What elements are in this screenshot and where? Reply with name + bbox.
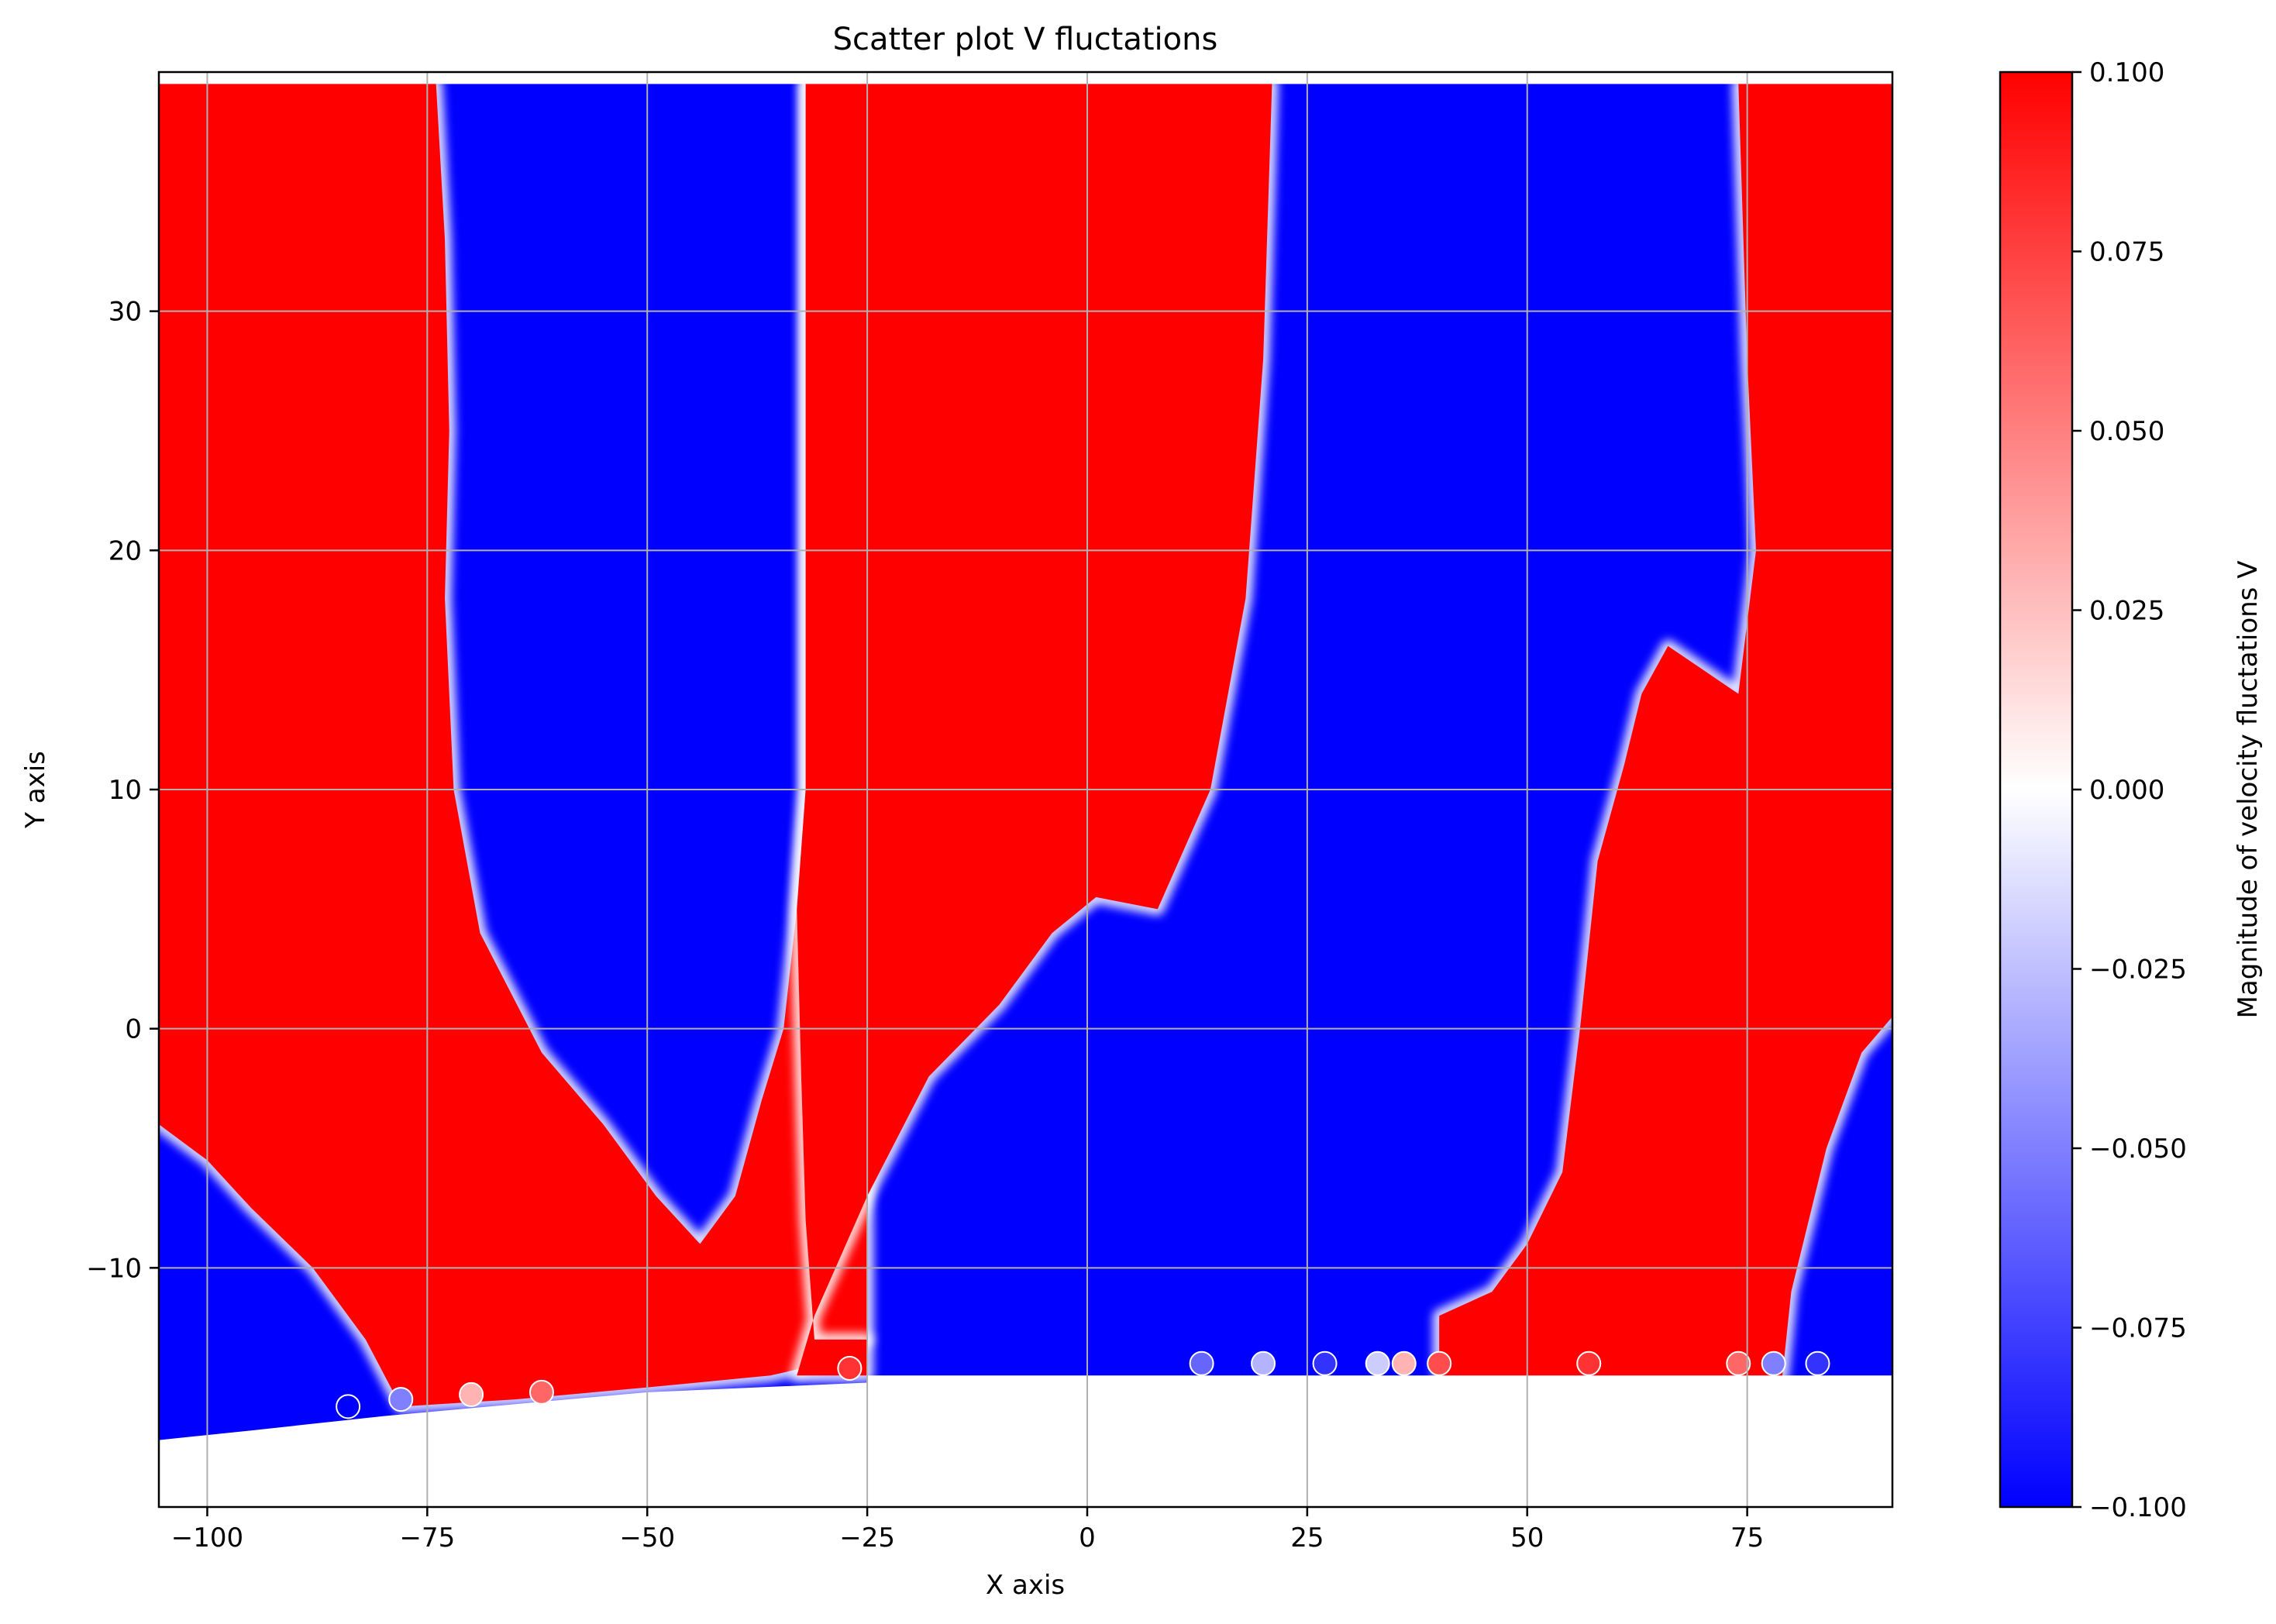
x-tick-label-4: −25	[839, 1522, 895, 1553]
y-tick-label-2: 0	[125, 1014, 142, 1045]
scatter-point-9	[1365, 1350, 1390, 1376]
scatter-point-14	[1761, 1350, 1786, 1376]
colorbar-label: Magnitude of velocity fluctations V	[2233, 561, 2264, 1019]
y-tick-label-4: 20	[108, 535, 142, 566]
y-tick-label-1: −10	[86, 1253, 142, 1284]
colorbar-tick-label-4: 0.025	[2089, 596, 2164, 627]
y-tick-label-3: 10	[108, 775, 142, 806]
colorbar-tick-label-3: 0.050	[2089, 416, 2164, 447]
colorbar-tick-label-5: 0.000	[2089, 775, 2164, 806]
x-axis-ticks: −100 −75 −50 −25 0 25 50 75	[171, 1507, 1764, 1553]
colorbar-tick-label-6: −0.025	[2089, 955, 2187, 986]
colorbar-tick-label-9: −0.100	[2089, 1492, 2187, 1523]
x-tick-label-7: 50	[1510, 1522, 1544, 1553]
scatter-point-12	[1576, 1350, 1602, 1376]
colorbar-tick-label-8: −0.075	[2089, 1313, 2187, 1344]
colorbar: 0.100 0.075 0.050 0.025 0.000 −0.025 −0.050 −0.…	[1999, 57, 2264, 1523]
colorbar-tick-label-1: 0.100	[2089, 57, 2164, 88]
y-axis-label: Y axis	[20, 751, 51, 829]
scatter-point-11	[1427, 1350, 1452, 1376]
scatter-layer	[159, 77, 1892, 1440]
plot-area	[159, 72, 1892, 1507]
x-tick-label-1: −100	[171, 1522, 243, 1553]
scatter-point-15	[1805, 1350, 1830, 1376]
scatter-region-positive-3	[1439, 84, 1892, 1376]
scatter-point-3	[459, 1381, 484, 1407]
scatter-region-positive-1	[159, 84, 868, 1407]
scatter-point-4	[529, 1379, 554, 1405]
scatter-point-8	[1312, 1350, 1338, 1376]
scatter-point-2	[388, 1387, 414, 1412]
scatter-region-positive-2	[797, 84, 1272, 1376]
chart-title: Scatter plot V fluctations	[833, 22, 1218, 57]
scatter-point-5	[837, 1355, 863, 1381]
x-axis-label: X axis	[986, 1570, 1065, 1601]
grid-lines	[159, 72, 1892, 1507]
y-tick-label-5: 30	[108, 297, 142, 328]
colorbar-ticks: 0.100 0.075 0.050 0.025 0.000 −0.025 −0.050 −0.…	[2072, 57, 2187, 1523]
y-axis-ticks: −10 0 10 20 30	[86, 297, 159, 1284]
colorbar-tick-label-2: 0.075	[2089, 237, 2164, 268]
x-tick-label-3: −50	[619, 1522, 675, 1553]
x-tick-label-2: −75	[399, 1522, 455, 1553]
colorbar-gradient	[1999, 71, 2074, 1509]
scatter-point-1	[336, 1394, 361, 1419]
scatter-point-13	[1726, 1350, 1751, 1376]
colorbar-tick-label-7: −0.050	[2089, 1134, 2187, 1165]
x-tick-label-6: 25	[1290, 1522, 1324, 1553]
x-tick-label-8: 75	[1730, 1522, 1764, 1553]
scatter-point-7	[1251, 1350, 1276, 1376]
scatter-point-10	[1391, 1350, 1417, 1376]
scatter-point-6	[1189, 1350, 1214, 1376]
x-tick-label-5: 0	[1079, 1522, 1096, 1553]
